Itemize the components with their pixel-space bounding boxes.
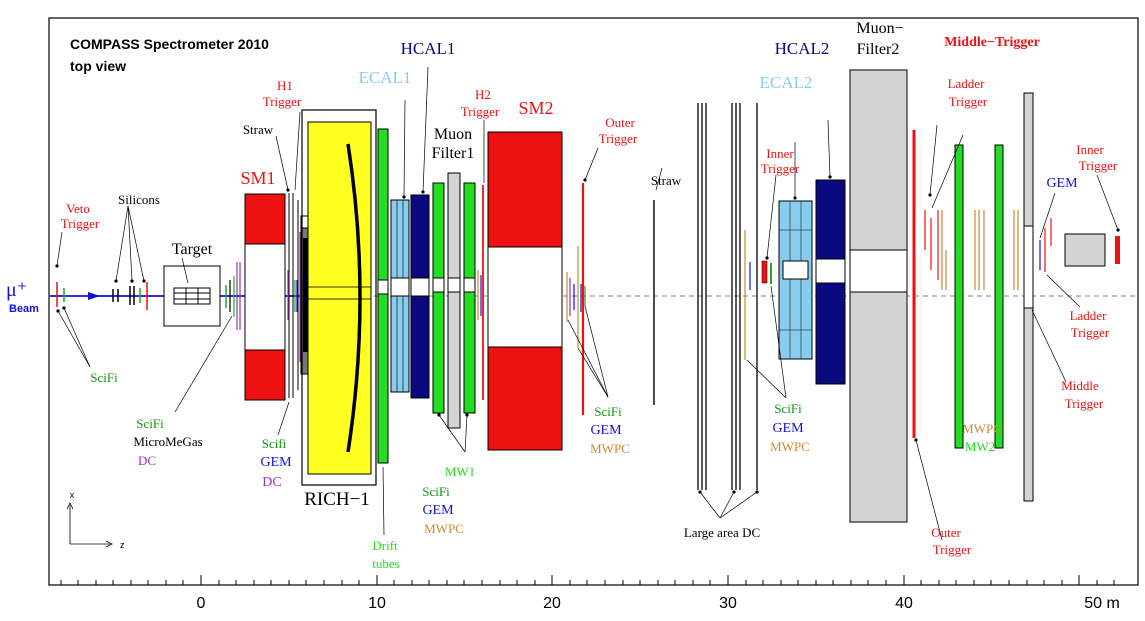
label-drift-2: tubes xyxy=(372,556,399,571)
tick-label-20: 20 xyxy=(543,595,561,612)
label-outer-trigger-2: Trigger xyxy=(599,131,638,146)
diagram-subtitle: top view xyxy=(70,58,126,74)
label-mwpc-2: MWPC xyxy=(590,441,630,456)
label-h1-2: Trigger xyxy=(263,94,302,109)
hcal1-calorimeter xyxy=(410,194,430,399)
label-ladder-trigger-3: Ladder xyxy=(1070,308,1107,323)
label-muon-filter1-2: Filter1 xyxy=(432,145,475,162)
label-veto-1: Veto xyxy=(66,201,90,216)
label-middle-trigger-1: Middle xyxy=(1061,378,1099,393)
rich1-detector xyxy=(301,109,377,486)
ecal2-upstream-detectors xyxy=(744,230,772,360)
label-middle-trigger-top: Middle−Trigger xyxy=(944,35,1040,50)
label-scifi-3: Scifi xyxy=(262,436,287,451)
pointer-arrowheads xyxy=(55,175,1120,494)
sm2-magnet xyxy=(487,131,563,451)
label-h2-2: Trigger xyxy=(461,104,500,119)
tick-label-40: 40 xyxy=(895,595,913,612)
label-outer-trigger-1: Outer xyxy=(605,115,635,130)
ecal2-calorimeter xyxy=(778,200,813,360)
label-ecal1: ECAL1 xyxy=(359,68,412,87)
label-dc-2: DC xyxy=(262,475,281,490)
label-hcal2: HCAL2 xyxy=(775,39,830,58)
sm1-magnet xyxy=(244,193,286,401)
target-cell xyxy=(173,287,211,305)
label-muon-filter2-1: Muon− xyxy=(856,20,903,37)
label-ladder-trigger-1: Ladder xyxy=(948,76,985,91)
label-mwpc-1: MWPC xyxy=(424,521,464,536)
label-gem-5: GEM xyxy=(1046,176,1078,191)
beam-symbol: μ⁺ xyxy=(6,279,27,301)
label-outer-trigger-4: Trigger xyxy=(933,542,972,557)
beam-arrow-icon xyxy=(88,292,100,300)
label-scifi-5: SciFi xyxy=(594,404,622,419)
large-area-dc xyxy=(697,103,758,490)
label-middle-trigger-2: Trigger xyxy=(1065,396,1104,411)
label-h2-1: H2 xyxy=(475,87,491,102)
label-ladder-trigger-4: Trigger xyxy=(1071,325,1110,340)
beam-label: Beam xyxy=(9,303,39,315)
label-ecal2: ECAL2 xyxy=(760,73,813,92)
ecal1-calorimeter xyxy=(390,199,410,393)
label-straw-1: Straw xyxy=(243,122,274,137)
label-micromegas: MicroMeGas xyxy=(133,434,202,449)
axis-z-label: z xyxy=(120,540,125,550)
tick-label-30: 30 xyxy=(719,595,737,612)
label-mwpc-4: MWPC xyxy=(962,421,1002,436)
muon-filter2-downstream-detectors xyxy=(912,92,1120,502)
label-target: Target xyxy=(172,241,213,258)
label-mw2: MW2 xyxy=(965,439,995,454)
label-dc-1: DC xyxy=(138,453,156,468)
plot-frame xyxy=(48,17,1139,586)
label-rich1: RICH−1 xyxy=(304,489,370,510)
label-inner-trigger-3: Inner xyxy=(1076,142,1104,157)
sm2-downstream-detectors xyxy=(566,183,655,415)
label-ladder-trigger-2: Trigger xyxy=(949,94,988,109)
label-veto-2: Trigger xyxy=(61,216,100,231)
diagram-title: COMPASS Spectrometer 2010 xyxy=(70,36,269,52)
label-gem-1: GEM xyxy=(260,455,292,470)
upstream-detectors xyxy=(56,262,241,330)
z-axis-ticks xyxy=(60,575,1115,585)
z-axis-tick-labels: 0 10 20 30 40 50 m xyxy=(197,595,1120,612)
label-scifi-1: SciFi xyxy=(90,370,118,385)
label-h1-1: H1 xyxy=(277,78,293,93)
label-scifi-6: SciFi xyxy=(774,401,802,416)
label-scifi-4: SciFi xyxy=(422,484,450,499)
label-mw1: MW1 xyxy=(445,464,475,479)
label-mwpc-3: MWPC xyxy=(770,439,810,454)
muon-filter2 xyxy=(849,69,908,523)
tick-label-0: 0 xyxy=(197,595,206,612)
label-large-area-dc: Large area DC xyxy=(684,525,760,540)
label-outer-trigger-3: Outer xyxy=(931,525,961,540)
label-muon-filter1-1: Muon xyxy=(434,126,472,143)
label-gem-4: GEM xyxy=(772,421,804,436)
target-box xyxy=(163,265,221,327)
label-gem-2: GEM xyxy=(422,503,454,518)
hcal2-calorimeter xyxy=(815,179,846,385)
label-silicons: Silicons xyxy=(118,192,160,207)
label-muon-filter2-2: Filter2 xyxy=(857,41,900,58)
label-pointers xyxy=(56,66,1119,541)
diagram-labels: Veto Trigger Silicons Target SciFi SciFi… xyxy=(61,20,1118,571)
label-sm1: SM1 xyxy=(240,168,275,188)
coordinate-axes xyxy=(66,502,113,548)
tick-label-10: 10 xyxy=(368,595,386,612)
label-straw-2: Straw xyxy=(651,173,682,188)
tick-label-50: 50 m xyxy=(1084,595,1120,612)
muon-filter1 xyxy=(432,172,484,429)
label-gem-3: GEM xyxy=(590,423,622,438)
label-sm2: SM2 xyxy=(518,98,553,118)
drift-tubes xyxy=(377,128,389,464)
label-drift-1: Drift xyxy=(372,538,398,553)
label-inner-trigger-2: Trigger xyxy=(761,161,800,176)
label-inner-trigger-1: Inner xyxy=(766,146,794,161)
axis-x-label: x xyxy=(70,490,75,500)
label-scifi-2: SciFi xyxy=(136,416,164,431)
label-hcal1: HCAL1 xyxy=(401,39,456,58)
label-inner-trigger-4: Trigger xyxy=(1079,158,1118,173)
